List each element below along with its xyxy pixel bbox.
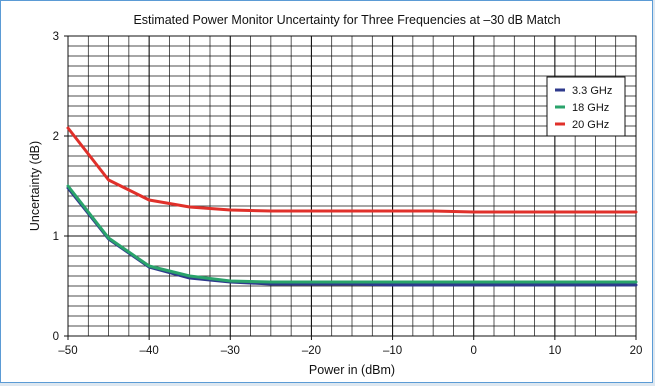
series-line-18-ghz — [66, 184, 638, 284]
x-axis-ticks: –50 –40 –30 –20 –10 0 10 20 — [58, 336, 642, 357]
series-line-20-ghz — [66, 126, 638, 214]
legend-label: 18 GHz — [572, 102, 609, 114]
x-tick-label: –40 — [140, 345, 159, 357]
y-tick-label: 3 — [53, 31, 59, 43]
legend: 3.3 GHz 18 GHz 20 GHz — [546, 76, 626, 137]
x-tick-label: –10 — [383, 345, 402, 357]
y-tick-label: 1 — [53, 231, 59, 243]
y-axis-ticks: 0 1 2 3 — [53, 31, 68, 343]
x-tick-label: –30 — [221, 345, 240, 357]
series-layer — [66, 126, 638, 287]
chart-title: Estimated Power Monitor Uncertainty for … — [133, 13, 560, 27]
legend-label: 20 GHz — [572, 119, 609, 131]
legend-label: 3.3 GHz — [572, 85, 612, 97]
y-tick-label: 0 — [53, 331, 59, 343]
x-tick-label: 20 — [630, 345, 643, 357]
x-axis-label: Power in (dBm) — [309, 363, 395, 377]
x-tick-label: –50 — [58, 345, 77, 357]
x-tick-label: 10 — [548, 345, 561, 357]
y-tick-label: 2 — [53, 131, 59, 143]
x-tick-label: –20 — [302, 345, 321, 357]
y-axis-label: Uncertainty (dB) — [28, 141, 42, 231]
x-tick-label: 0 — [471, 345, 477, 357]
